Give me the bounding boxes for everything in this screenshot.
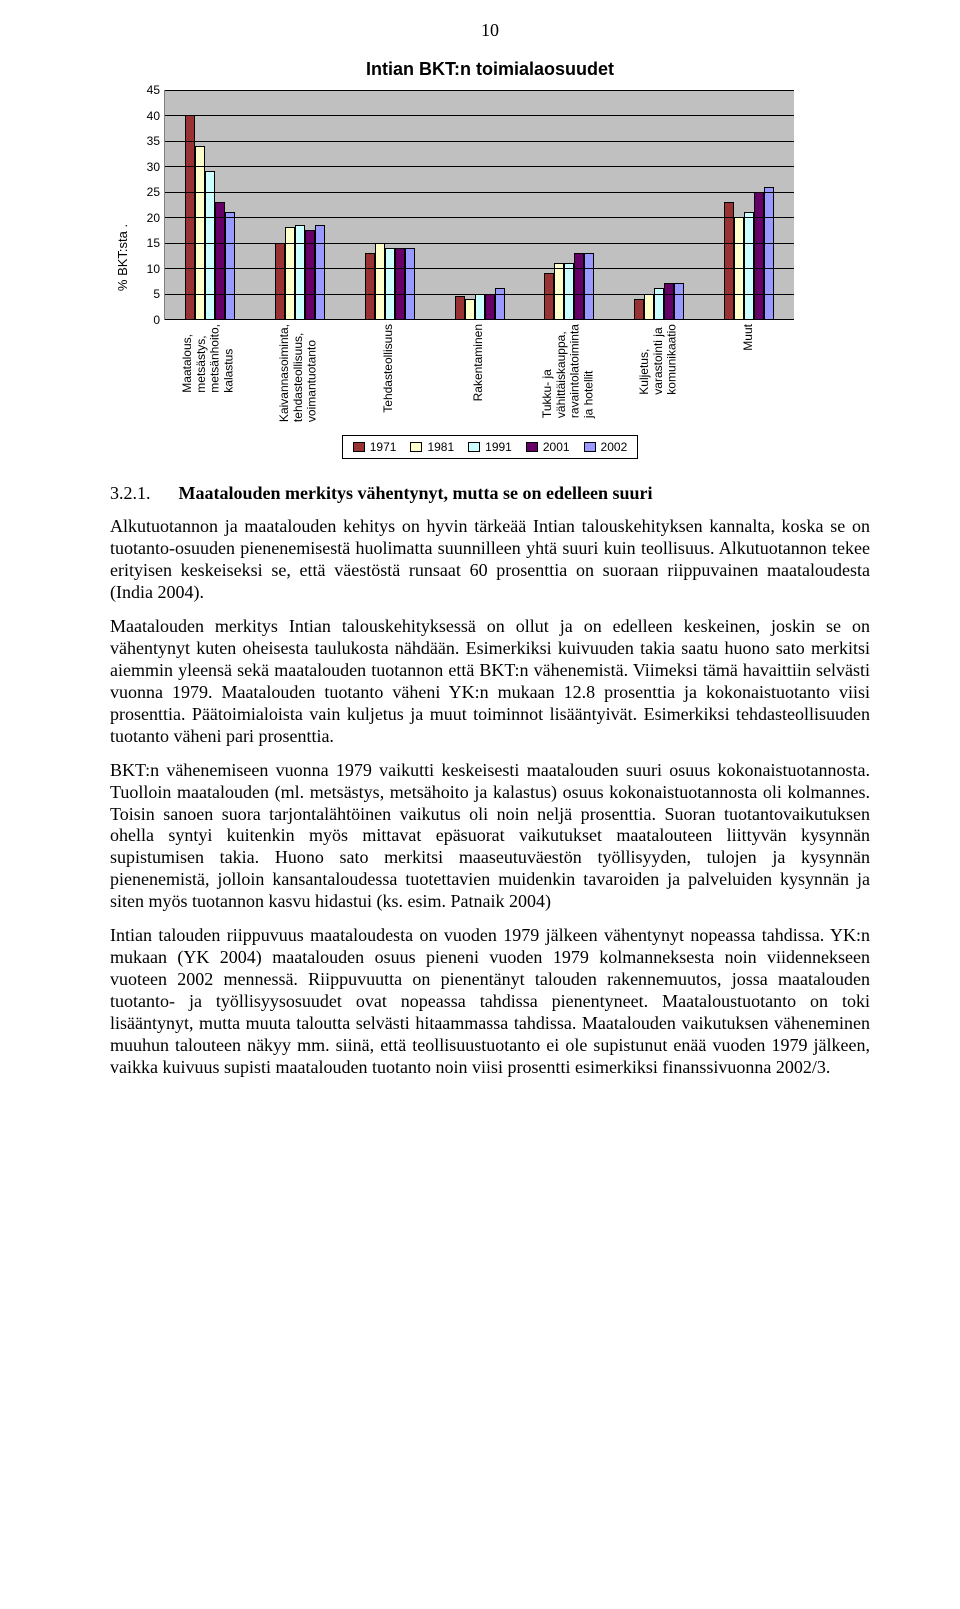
gridline <box>165 141 794 142</box>
legend-item: 2002 <box>584 440 628 454</box>
x-axis-label: Tukku- ja vähittäiskauppa, ravaintolatoi… <box>524 320 614 425</box>
chart-legend: 1971 1981 1991 2001 2002 <box>342 435 639 459</box>
section-number: 3.2.1. <box>110 483 174 504</box>
bar <box>554 263 564 319</box>
gridline <box>165 217 794 218</box>
y-axis-label-text: % BKT:sta . <box>116 224 131 291</box>
y-axis-ticks: 454035302520151050 <box>136 90 164 320</box>
gridline <box>165 115 794 116</box>
x-axis-labels: Maatalous, metsästys, metsänhoito, kalas… <box>164 320 794 425</box>
bar <box>634 299 644 319</box>
bars <box>185 90 235 319</box>
gridline <box>165 166 794 167</box>
x-axis-label: Kuljetus, varastointi ja komunikaatio <box>614 320 704 425</box>
bar <box>544 273 554 319</box>
bars <box>275 90 325 319</box>
paragraph: Maatalouden merkitys Intian talouskehity… <box>110 616 870 748</box>
legend-swatch <box>584 442 596 452</box>
chart-title: Intian BKT:n toimialaosuudet <box>110 59 870 80</box>
bar <box>584 253 594 319</box>
bar <box>564 263 574 319</box>
section-body: Alkutuotannon ja maatalouden kehitys on … <box>110 516 870 1079</box>
bars <box>455 90 505 319</box>
gridline <box>165 319 794 320</box>
bar <box>395 248 405 319</box>
legend-label: 1971 <box>370 440 397 454</box>
bar-group <box>524 90 614 319</box>
bar <box>574 253 584 319</box>
x-axis-label: Muut <box>704 320 794 425</box>
bar <box>405 248 415 319</box>
section-heading: 3.2.1. Maatalouden merkitys vähentynyt, … <box>110 483 870 504</box>
legend-swatch <box>526 442 538 452</box>
x-axis-label: Kaivannasoiminta, tehdasteollisuus, voim… <box>254 320 344 425</box>
plot-area <box>164 90 794 320</box>
bar-group <box>704 90 794 319</box>
bar <box>744 212 754 319</box>
bar <box>205 171 215 319</box>
bar <box>275 243 285 319</box>
legend-item: 1991 <box>468 440 512 454</box>
paragraph: Intian talouden riippuvuus maataloudesta… <box>110 925 870 1079</box>
plot-inner <box>165 90 794 319</box>
bar-group <box>165 90 255 319</box>
legend-swatch <box>410 442 422 452</box>
bar <box>485 294 495 319</box>
gridline <box>165 90 794 91</box>
bar <box>754 192 764 319</box>
bar-group <box>345 90 435 319</box>
bars <box>724 90 774 319</box>
bar <box>315 225 325 319</box>
bar <box>724 202 734 319</box>
bar <box>664 283 674 319</box>
paragraph: Alkutuotannon ja maatalouden kehitys on … <box>110 516 870 604</box>
bar <box>295 225 305 319</box>
bar <box>764 187 774 319</box>
bars <box>544 90 594 319</box>
legend-label: 1991 <box>485 440 512 454</box>
x-axis-label: Tehdasteollisuus <box>344 320 434 425</box>
legend-label: 2001 <box>543 440 570 454</box>
bar-groups <box>165 90 794 319</box>
x-axis-label: Rakentaminen <box>434 320 524 425</box>
legend-swatch <box>468 442 480 452</box>
paragraph: BKT:n vähenemiseen vuonna 1979 vaikutti … <box>110 760 870 914</box>
x-axis-label: Maatalous, metsästys, metsänhoito, kalas… <box>164 320 254 425</box>
chart-box: % BKT:sta . 454035302520151050 Maatalous… <box>110 90 870 459</box>
legend-label: 1981 <box>427 440 454 454</box>
bar <box>285 227 295 319</box>
page-number: 10 <box>110 20 870 41</box>
gridline <box>165 294 794 295</box>
legend-label: 2002 <box>601 440 628 454</box>
legend-item: 1971 <box>353 440 397 454</box>
gridline <box>165 192 794 193</box>
legend-swatch <box>353 442 365 452</box>
bar <box>375 243 385 319</box>
bar <box>674 283 684 319</box>
bars <box>365 90 415 319</box>
bar <box>455 296 465 319</box>
bar-group <box>435 90 525 319</box>
bar-group <box>614 90 704 319</box>
legend-item: 1981 <box>410 440 454 454</box>
bars <box>634 90 684 319</box>
bar <box>215 202 225 319</box>
bar <box>644 294 654 319</box>
chart-container: Intian BKT:n toimialaosuudet % BKT:sta .… <box>110 59 870 459</box>
plot-outer: % BKT:sta . 454035302520151050 Maatalous… <box>110 90 870 425</box>
bar <box>385 248 395 319</box>
page: 10 Intian BKT:n toimialaosuudet % BKT:st… <box>0 0 960 1131</box>
gridline <box>165 243 794 244</box>
y-axis-label: % BKT:sta . <box>110 90 136 425</box>
gridline <box>165 268 794 269</box>
section-title: Maatalouden merkitys vähentynyt, mutta s… <box>179 483 653 503</box>
bar <box>225 212 235 319</box>
bar <box>465 299 475 319</box>
bar-group <box>255 90 345 319</box>
bar <box>475 294 485 319</box>
bar <box>365 253 375 319</box>
legend-item: 2001 <box>526 440 570 454</box>
